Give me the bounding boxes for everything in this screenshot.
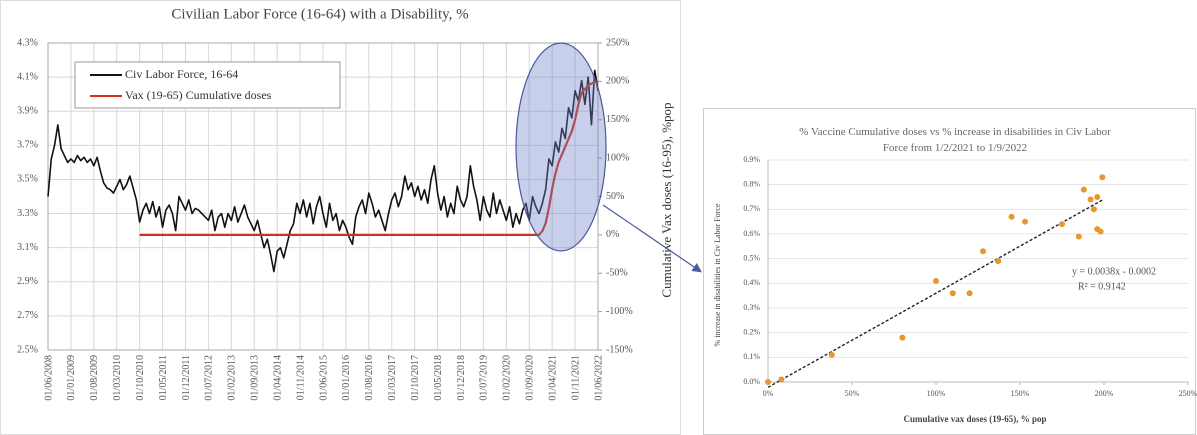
y-tick-label: 3.3% — [17, 208, 38, 219]
scatter-point — [899, 334, 906, 341]
scatter-point — [1094, 194, 1101, 200]
y2-tick-label: -50% — [606, 268, 628, 279]
scatter-point — [1080, 186, 1087, 193]
y2-tick-label: 100% — [606, 152, 629, 163]
y-tick-label: 3.1% — [17, 242, 38, 253]
scatter-point — [966, 290, 973, 297]
y-tick-label: 0.9% — [743, 155, 760, 164]
annotation: y = 0.0038x - 0.0002 — [1072, 266, 1156, 277]
scatter-point — [949, 290, 956, 297]
y2-tick-label: -100% — [606, 306, 633, 317]
x-tick-label: 01/11/2021 — [570, 355, 581, 400]
x-tick-label: 01/07/2012 — [204, 355, 215, 401]
line-series — [139, 80, 599, 236]
x-tick-label: 01/09/2013 — [250, 355, 261, 401]
scatter-point — [1097, 228, 1104, 235]
y-tick-label: 0.6% — [743, 229, 760, 238]
chart-panel — [703, 108, 1196, 435]
chart-title: % Vaccine Cumulative doses vs % increase… — [799, 126, 1111, 154]
x-tick-label: 01/06/2015 — [318, 355, 329, 401]
legend-box — [74, 61, 341, 109]
chart-1: Civilian Labor Force (16-64) with a Disa… — [17, 6, 674, 400]
trendline — [767, 199, 1103, 388]
legend-label: Civ Labor Force, 16-64 — [125, 67, 238, 81]
x-tick-label: 01/12/2011 — [181, 355, 192, 400]
scatter-point — [828, 351, 835, 358]
scatter-point — [1008, 213, 1015, 220]
x-tick-label: 01/11/2014 — [295, 355, 306, 400]
y2-tick-label: 150% — [606, 114, 629, 125]
y2-tick-label: -150% — [606, 344, 633, 355]
x-tick-label: 01/01/2016 — [341, 355, 352, 401]
chart-title: Civilian Labor Force (16-64) with a Disa… — [171, 6, 468, 22]
x-tick-label: 01/06/2008 — [43, 355, 54, 401]
y-tick-label: 0.0% — [743, 377, 760, 386]
line-series — [47, 69, 599, 273]
scatter-point — [995, 258, 1002, 265]
y-tick-label: 0.1% — [743, 352, 760, 361]
y-tick-label: 2.7% — [17, 310, 38, 321]
arrow — [602, 204, 702, 273]
y2-tick-label: 200% — [606, 76, 629, 87]
y-tick-label: 3.5% — [17, 174, 38, 185]
x-tick-label: 01/06/2022 — [593, 355, 604, 401]
scatter-point — [1087, 196, 1094, 203]
scatter-point — [1022, 218, 1029, 225]
y2-tick-label: 250% — [606, 37, 629, 48]
chart-2: 0.0% 0.1% 0.2% 0.3% 0.4% 0.5% 0.6% 0.7% 0.8% 0.9%… — [713, 155, 1197, 424]
x-tick-label: 01/07/2019 — [479, 355, 490, 401]
scatter-point — [1099, 174, 1106, 181]
x-tick-label: 01/03/2017 — [387, 355, 398, 401]
scatter-point — [765, 379, 771, 385]
y-tick-label: 0.4% — [743, 278, 760, 287]
x-tick-label: 200% — [1095, 389, 1114, 398]
x-tick-label: 01/05/2011 — [158, 355, 169, 400]
y-tick-label: 4.1% — [17, 71, 38, 82]
y2-tick-label: 50% — [606, 191, 624, 202]
scatter-point — [980, 248, 987, 255]
scatter-point — [1075, 233, 1082, 240]
y-tick-label: 0.7% — [743, 204, 760, 213]
y-tick-label: 4.3% — [17, 37, 38, 48]
y-tick-label: 2.5% — [17, 344, 38, 355]
x-axis-title: Cumulative vax doses (19-65), % pop — [903, 414, 1046, 424]
highlight-ellipse — [515, 42, 607, 252]
x-tick-label: 01/04/2021 — [547, 355, 558, 401]
x-tick-label: 01/01/2009 — [66, 355, 77, 401]
x-tick-label: 01/09/2020 — [525, 355, 536, 401]
y-tick-label: 2.9% — [17, 276, 38, 287]
y-tick-label: 3.9% — [17, 106, 38, 117]
x-tick-label: 01/08/2009 — [89, 355, 100, 401]
scatter-point — [778, 376, 785, 383]
y2-axis-title: Cumulative Vax doses (16-95), %pop — [659, 102, 674, 297]
scatter-point — [1059, 221, 1065, 228]
y-tick-label: 0.8% — [743, 179, 760, 188]
y-tick-label: 0.3% — [743, 303, 760, 312]
x-tick-label: 250% — [1179, 389, 1197, 398]
x-tick-label: 01/10/2017 — [410, 355, 421, 401]
x-tick-label: 01/05/2018 — [433, 355, 444, 401]
y2-tick-label: 0% — [606, 229, 619, 240]
x-tick-label: 50% — [845, 389, 860, 398]
y-tick-label: 0.5% — [743, 253, 760, 262]
x-tick-label: 01/12/2018 — [456, 355, 467, 401]
x-tick-label: 01/02/2013 — [227, 355, 238, 401]
x-tick-label: 150% — [1011, 389, 1030, 398]
scatter-point — [1090, 206, 1097, 213]
annotation: R² = 0.9142 — [1078, 281, 1126, 292]
x-tick-label: 01/03/2010 — [112, 355, 123, 401]
x-tick-label: 0% — [763, 389, 774, 398]
x-tick-label: 01/10/2010 — [135, 355, 146, 401]
y-axis-title: % increase in disabilities in Civ Labor … — [713, 203, 722, 346]
scatter-point — [933, 277, 939, 284]
y-tick-label: 0.2% — [743, 327, 760, 336]
y-tick-label: 3.7% — [17, 140, 38, 151]
x-tick-label: 01/02/2020 — [502, 355, 513, 401]
x-tick-label: 100% — [927, 389, 946, 398]
x-tick-label: 01/08/2016 — [364, 355, 375, 401]
x-tick-label: 01/04/2014 — [272, 355, 283, 401]
legend-label: Vax (19-65) Cumulative doses — [125, 88, 272, 102]
